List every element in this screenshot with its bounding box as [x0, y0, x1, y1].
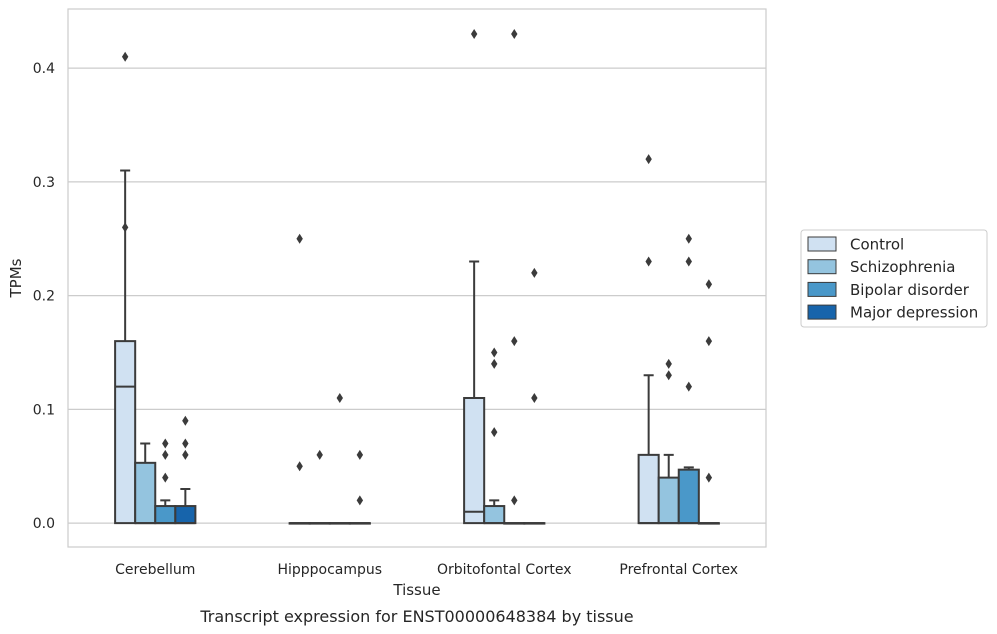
legend-label: Control [850, 236, 904, 254]
gridlines [68, 67, 766, 524]
outlier-point [182, 415, 189, 426]
x-tick-label: Orbitofontal Cortex [437, 562, 572, 578]
outlier-point [645, 256, 652, 267]
x-tick-label: Prefrontal Cortex [619, 562, 738, 578]
box-control [114, 51, 137, 525]
outlier-point [531, 267, 538, 278]
box-schizophrenia [483, 347, 506, 525]
y-tick-label: 0.0 [33, 516, 55, 532]
outlier-point [316, 449, 323, 460]
box-control [463, 29, 486, 525]
box-iqr [134, 461, 157, 525]
legend-swatch [807, 259, 837, 275]
plot-frame [67, 8, 767, 548]
outlier-point [685, 256, 692, 267]
legend-label: Major depression [850, 304, 978, 322]
outlier-point [665, 370, 672, 381]
legend-label: Schizophrenia [850, 258, 955, 276]
box-major-depression [174, 415, 197, 525]
y-tick-label: 0.4 [33, 61, 55, 77]
box-plots [114, 29, 720, 525]
outlier-point [182, 438, 189, 449]
outlier-point [470, 29, 478, 40]
box-control [288, 233, 311, 525]
box-iqr [114, 340, 137, 525]
outlier-point [162, 438, 169, 449]
outlier-point [356, 495, 364, 506]
box-iqr [677, 468, 700, 525]
x-axis-title: Tissue [392, 581, 440, 599]
box-control [637, 154, 660, 525]
y-axis-title: TPMs [7, 258, 25, 298]
box-major-depression [523, 267, 546, 525]
box-schizophrenia [134, 442, 157, 525]
box-iqr [483, 505, 506, 525]
box-schizophrenia [657, 358, 680, 525]
box-iqr [174, 505, 197, 525]
legend-swatch [807, 236, 837, 252]
legend-swatch [807, 304, 837, 320]
outlier-point [665, 358, 672, 369]
y-tick-label: 0.2 [33, 289, 55, 305]
outlier-point [491, 358, 498, 369]
outlier-point [162, 449, 169, 460]
outlier-point [162, 472, 169, 483]
y-tick-label: 0.3 [33, 175, 55, 191]
outlier-point [645, 154, 652, 165]
outlier-point [705, 336, 713, 347]
y-tick-labels: 0.0 0.1 0.2 0.3 0.4 [33, 61, 55, 532]
box-major-depression [697, 279, 720, 525]
chart-caption: Transcript expression for ENST0000064838… [199, 607, 633, 626]
box-bipolar-disorder [154, 438, 177, 525]
outlier-point [296, 461, 303, 472]
legend-frame [800, 229, 988, 328]
outlier-point [356, 449, 364, 460]
outlier-point [705, 472, 713, 483]
legend: Control Schizophrenia Bipolar disorder Majo… [800, 229, 988, 328]
x-tick-label: Cerebellum [115, 562, 195, 578]
outlier-point [296, 233, 303, 244]
legend-label: Bipolar disorder [850, 281, 970, 299]
outlier-point [336, 392, 343, 403]
outlier-point [182, 449, 189, 460]
box-iqr [463, 396, 486, 525]
outlier-point [121, 51, 129, 62]
outlier-point [685, 233, 692, 244]
box-bipolar-disorder [328, 392, 351, 525]
outlier-point [685, 381, 692, 392]
outlier-point [491, 427, 498, 438]
outlier-point [491, 347, 498, 358]
box-bipolar-disorder [677, 233, 700, 525]
legend-swatch [807, 281, 837, 297]
box-iqr [154, 505, 177, 525]
outlier-point [511, 495, 518, 506]
outlier-point [121, 222, 129, 233]
x-tick-labels: Cerebellum Hipppocampus Orbitofontal Corte… [115, 562, 738, 578]
outlier-point [531, 392, 538, 403]
box-major-depression [348, 449, 371, 525]
outlier-point [511, 336, 518, 347]
box-iqr [637, 453, 660, 525]
box-schizophrenia [308, 449, 331, 525]
x-tick-label: Hipppocampus [277, 562, 382, 578]
box-bipolar-disorder [503, 29, 526, 525]
outlier-point [705, 279, 713, 290]
box-iqr [657, 476, 680, 525]
y-tick-label: 0.1 [33, 402, 55, 418]
outlier-point [511, 29, 518, 40]
